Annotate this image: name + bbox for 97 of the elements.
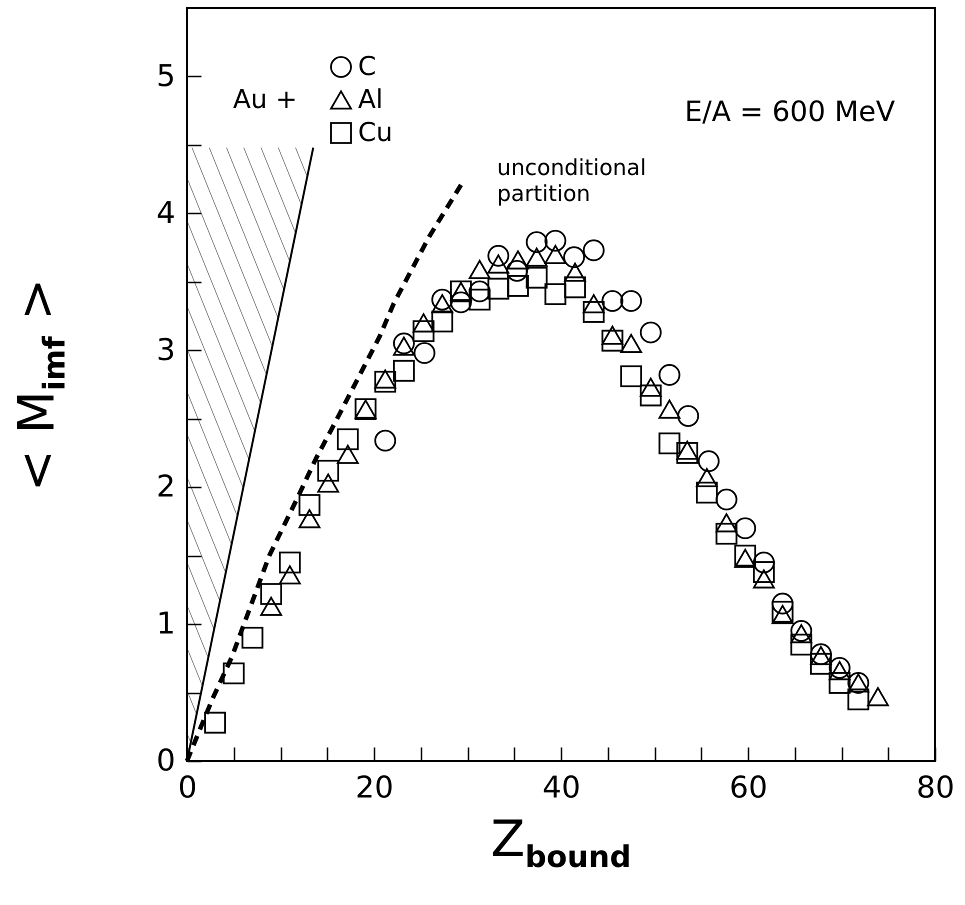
point (374, 430, 396, 452)
legend-label: Cu (358, 118, 393, 148)
x-tick-label: 40 (542, 770, 581, 806)
point (772, 600, 794, 623)
point (278, 552, 301, 574)
point (487, 278, 510, 300)
point (412, 313, 434, 332)
point (602, 326, 624, 345)
point (658, 432, 680, 454)
y-tick-label: 5 (156, 58, 176, 94)
point (412, 320, 434, 342)
point (828, 661, 851, 680)
point (734, 548, 756, 568)
point (563, 246, 585, 268)
point (582, 301, 605, 323)
point (414, 342, 436, 364)
point (431, 288, 454, 310)
point (431, 310, 454, 332)
legend-title: Au + (233, 85, 298, 115)
point (526, 266, 548, 289)
point (698, 450, 720, 472)
y-tick-label: 0 (156, 744, 176, 778)
point (790, 620, 812, 642)
y-tick-label: 2 (156, 470, 176, 505)
point (620, 334, 642, 353)
point (847, 688, 870, 710)
point (260, 583, 282, 605)
x-tick-label: 60 (729, 770, 768, 806)
point (336, 428, 359, 450)
x-tick-label: 80 (916, 770, 955, 806)
point (658, 400, 680, 419)
legend-label: C (358, 52, 376, 82)
point (752, 561, 775, 583)
y-tick-label: 4 (156, 196, 176, 231)
point (317, 460, 340, 482)
point (242, 626, 264, 649)
annotation: unconditional partition (497, 156, 646, 207)
point (602, 330, 624, 352)
point (507, 275, 529, 297)
point (640, 378, 662, 397)
point (487, 254, 510, 274)
point (640, 384, 662, 406)
point (431, 294, 454, 314)
point (696, 482, 718, 504)
point (393, 336, 415, 356)
point (716, 488, 738, 510)
point (716, 513, 738, 532)
point (393, 360, 415, 382)
point (602, 290, 624, 312)
point (544, 230, 566, 252)
y-tick-label: 3 (156, 332, 176, 368)
point (752, 569, 775, 588)
point (752, 552, 775, 574)
point (582, 294, 605, 314)
point (810, 652, 832, 675)
point (278, 565, 301, 584)
point (790, 624, 812, 644)
point (734, 544, 756, 567)
y-tick-label: 1 (156, 606, 176, 642)
point (828, 672, 851, 694)
x-tick-label: 20 (355, 770, 394, 806)
legend-label: Al (358, 85, 384, 115)
point (734, 517, 756, 540)
point (507, 250, 529, 270)
point (526, 231, 548, 253)
point (298, 509, 320, 528)
point (544, 283, 566, 306)
point (772, 592, 794, 614)
point (336, 444, 359, 464)
point (620, 290, 642, 312)
point (204, 712, 226, 734)
x-axis-title: Z$_{bound}$ (490, 810, 632, 875)
point (716, 522, 738, 545)
point (222, 662, 245, 684)
point (677, 405, 700, 427)
point (393, 332, 415, 354)
point (658, 364, 680, 386)
point (468, 288, 491, 311)
point (564, 262, 586, 282)
point (544, 244, 566, 264)
x-tick-label: 0 (178, 770, 198, 806)
point (696, 468, 718, 488)
point (260, 596, 282, 616)
point (772, 604, 794, 624)
point (867, 687, 889, 706)
point (640, 322, 662, 344)
point (487, 244, 510, 267)
point (468, 260, 491, 280)
point (526, 248, 548, 267)
point (582, 239, 605, 262)
point (298, 494, 320, 516)
point (828, 657, 851, 679)
point (564, 276, 586, 298)
point (790, 634, 812, 656)
point (620, 365, 642, 388)
annotation: E/A = 600 MeV (684, 95, 895, 128)
point (317, 474, 340, 493)
